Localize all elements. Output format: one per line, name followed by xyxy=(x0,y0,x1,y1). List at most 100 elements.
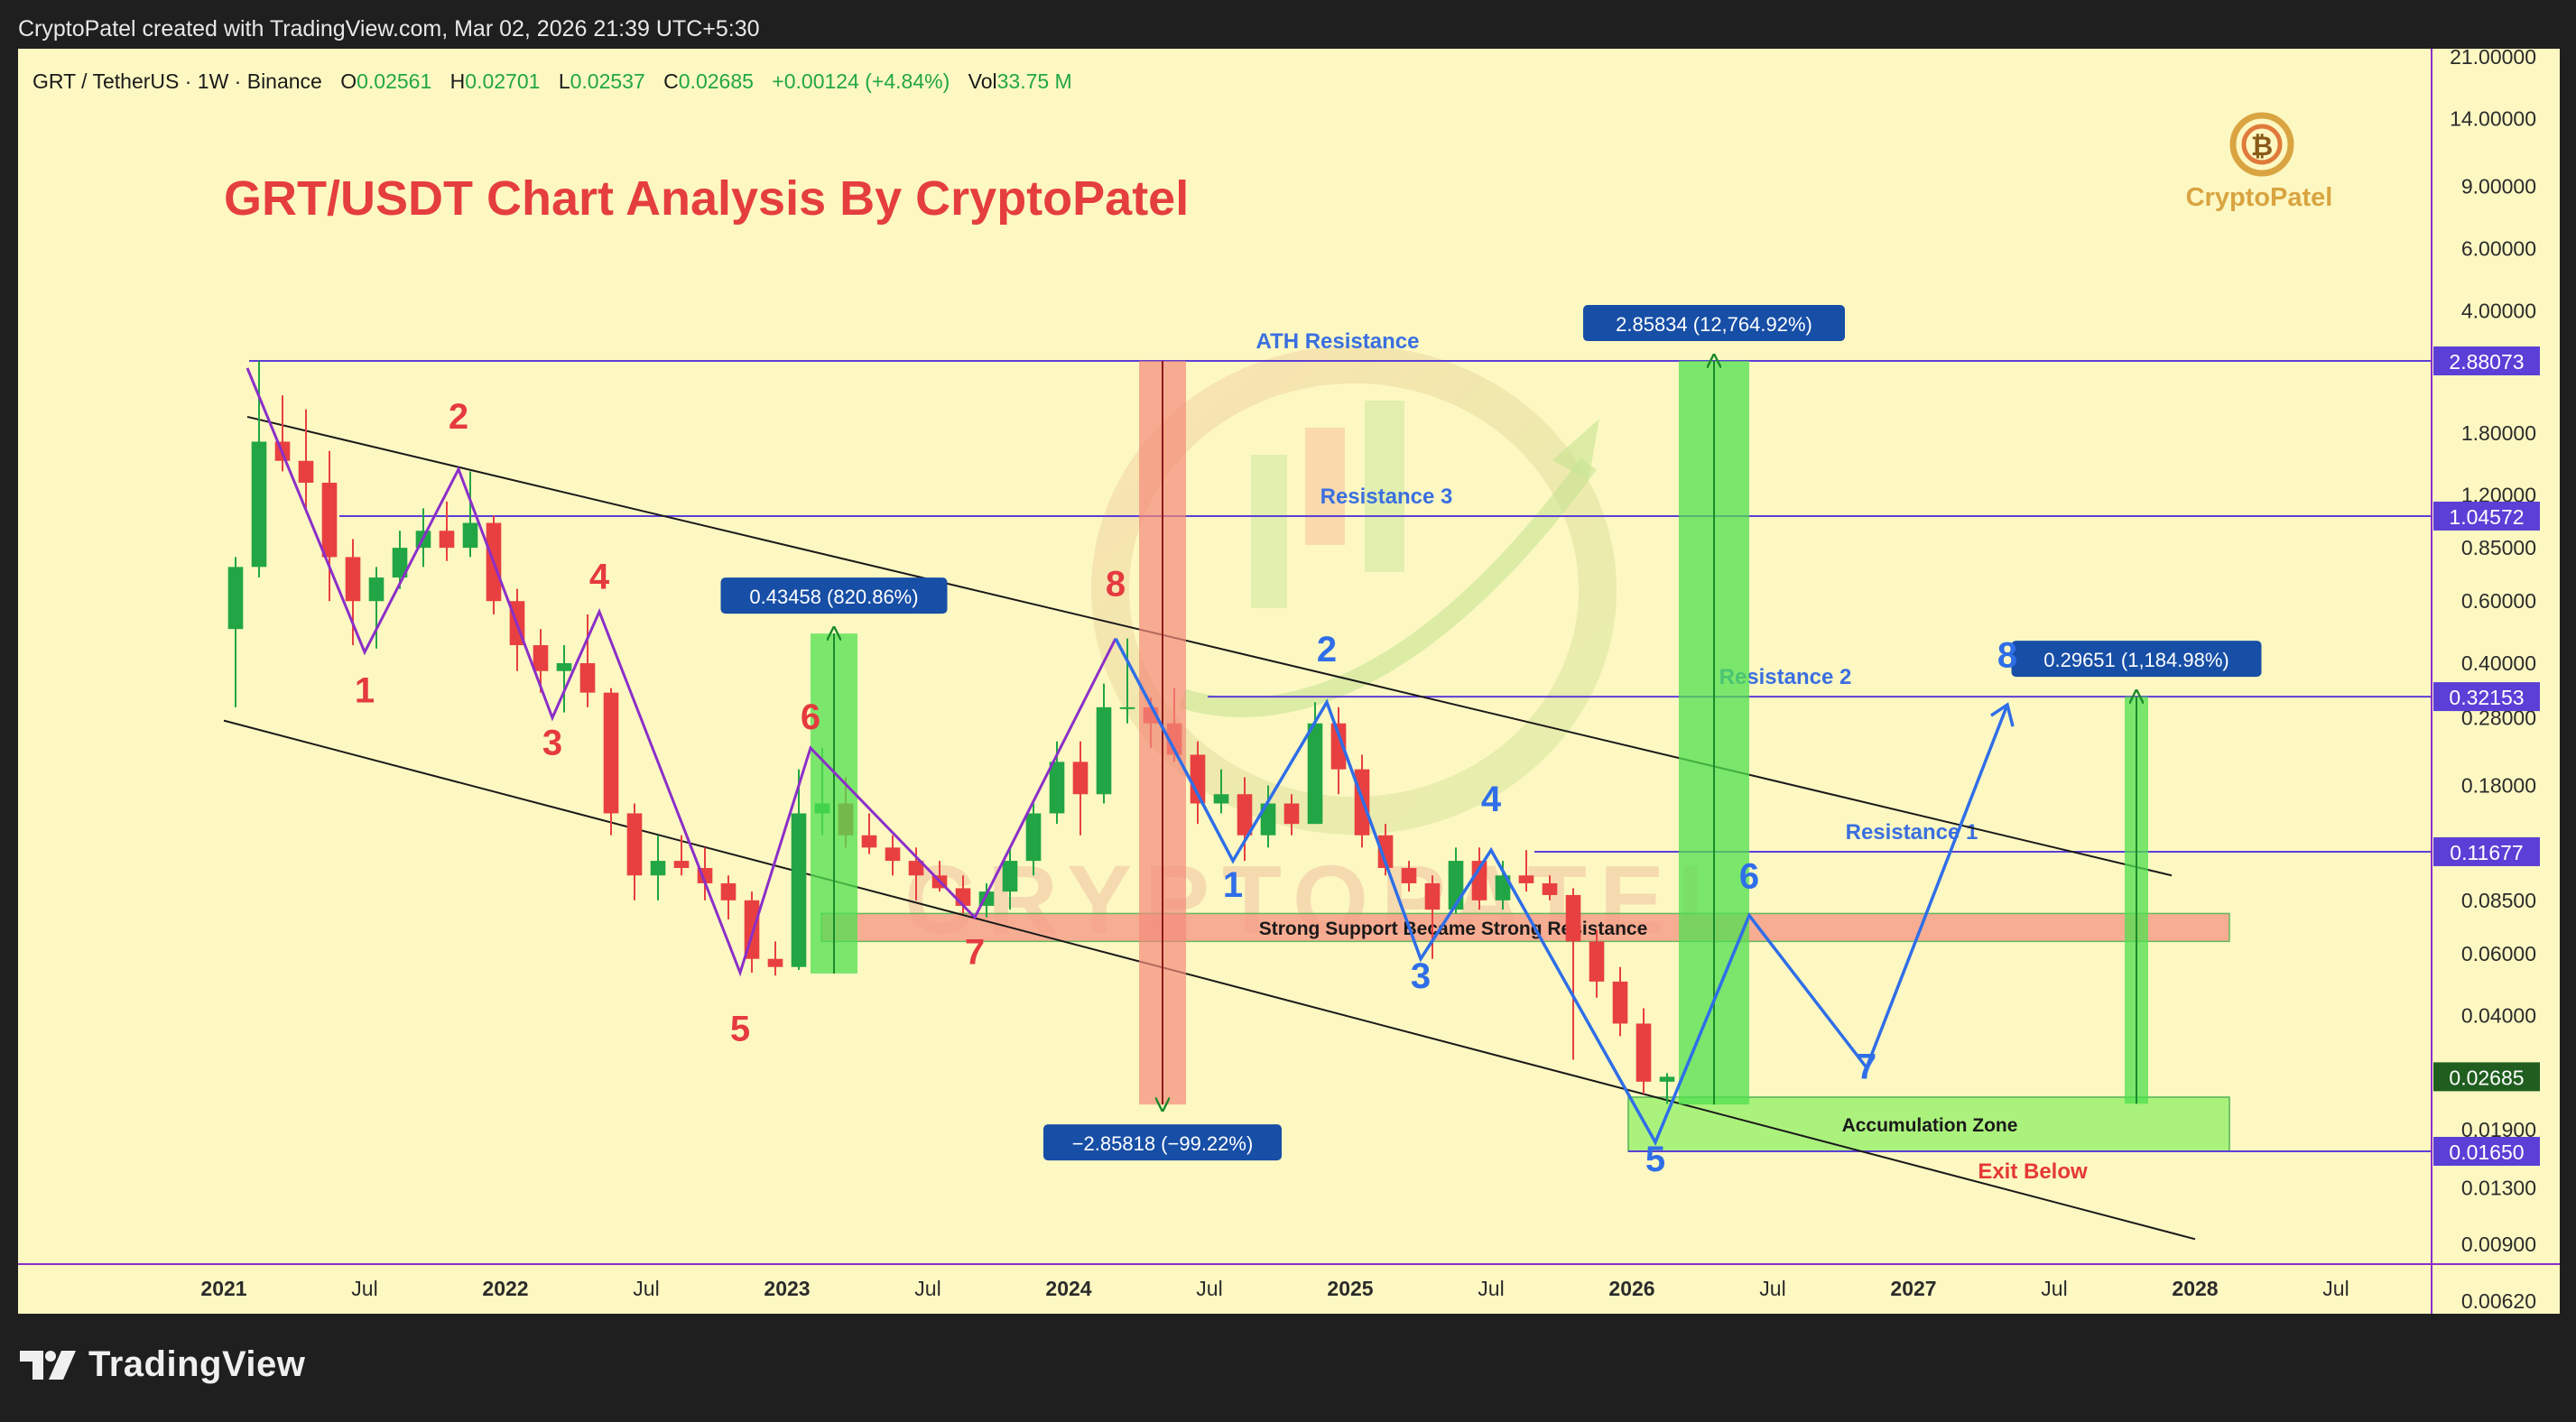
candle-2026-01 xyxy=(1635,1008,1652,1094)
channel-line-upper xyxy=(246,415,2173,877)
ohlc-legend: GRT / TetherUS · 1W · Binance O0.02561 H… xyxy=(32,69,1072,93)
candle-body xyxy=(955,888,971,906)
high-label: H xyxy=(450,69,466,93)
candle-2025-04 xyxy=(1424,875,1441,959)
time-tick-label: 2022 xyxy=(482,1277,528,1300)
candle-body xyxy=(1119,706,1135,709)
past-wave-label-2: 2 xyxy=(449,397,468,437)
price-badge xyxy=(2433,1137,2540,1166)
candle-body xyxy=(321,483,338,558)
candle-body xyxy=(1659,1076,1675,1082)
candle-body xyxy=(908,861,924,876)
candle-2022-01 xyxy=(509,588,525,671)
candle-2021-04 xyxy=(298,409,314,509)
candle-2022-02 xyxy=(533,629,549,693)
candle-2022-04 xyxy=(579,614,596,707)
price-tick-label: 0.00620 xyxy=(2461,1289,2536,1313)
candle-body xyxy=(1330,723,1347,770)
time-tick-label: 2024 xyxy=(1045,1277,1091,1300)
time-tick-label: 2027 xyxy=(1890,1277,1936,1300)
open-value: 0.02561 xyxy=(357,69,431,93)
candle-body xyxy=(251,441,267,568)
candle-body xyxy=(603,692,619,814)
price-tick-label: 14.00000 xyxy=(2450,107,2536,131)
candle-body xyxy=(1002,861,1018,892)
past-wave-label-5: 5 xyxy=(730,1009,750,1048)
watermark-graphic xyxy=(1091,346,1617,835)
measurement-box xyxy=(720,577,948,614)
measurement-label: 0.43458 (820.86%) xyxy=(749,586,918,608)
candle-2021-08 xyxy=(392,531,408,589)
time-tick-label: Jul xyxy=(1196,1277,1222,1300)
candlestick-series xyxy=(227,361,1675,1104)
candle-body xyxy=(1589,941,1605,982)
candle-body xyxy=(1025,813,1042,862)
candle-2022-05 xyxy=(603,688,619,836)
accumulation-zone-label: Accumulation Zone xyxy=(1842,1115,2018,1136)
candle-body xyxy=(1495,875,1511,900)
candle-body xyxy=(462,522,478,549)
candle-2023-10 xyxy=(1002,847,1018,910)
candle-2021-10 xyxy=(439,501,455,561)
candle-2024-03 xyxy=(1119,638,1135,724)
candle-body xyxy=(556,663,572,671)
candle-body xyxy=(1213,794,1229,804)
candle-body xyxy=(1518,875,1534,883)
candle-body xyxy=(298,460,314,484)
candle-2024-10 xyxy=(1283,794,1300,836)
time-tick-label: Jul xyxy=(2322,1277,2349,1300)
candle-2025-06 xyxy=(1471,847,1487,910)
time-tick-label: Jul xyxy=(1759,1277,1785,1300)
time-tick-label: 2025 xyxy=(1327,1277,1373,1300)
price-badge-label: 0.01650 xyxy=(2449,1140,2524,1164)
price-badge xyxy=(2433,682,2540,712)
past-wave-label-7: 7 xyxy=(965,933,985,973)
low-label: L xyxy=(559,69,570,93)
price-badge xyxy=(2433,501,2540,531)
measurement-box xyxy=(2011,641,2262,678)
measurement-4: 0.29651 (1,184.98%) xyxy=(2011,641,2262,1104)
candle-2021-03 xyxy=(274,395,291,472)
candle-body xyxy=(392,548,408,578)
tradingview-logo-icon xyxy=(20,1350,76,1380)
candle-2022-03 xyxy=(556,645,572,713)
price-tick-label: 0.18000 xyxy=(2461,774,2536,798)
tradingview-footer: TradingView xyxy=(20,1344,305,1385)
measurement-box xyxy=(1583,305,1845,342)
candle-2025-11 xyxy=(1589,929,1605,998)
measurement-3: 2.85834 (12,764.92%) xyxy=(1583,305,1845,1105)
candle-body xyxy=(1635,1023,1652,1082)
candle-2022-06 xyxy=(626,803,643,900)
candle-body xyxy=(791,813,807,967)
price-tick-label: 0.00900 xyxy=(2461,1233,2536,1256)
projection-wave-label-7: 7 xyxy=(1857,1048,1876,1087)
time-tick-label: 2021 xyxy=(200,1277,246,1300)
price-badge-label: 0.32153 xyxy=(2449,686,2524,709)
accumulation-zone xyxy=(1627,1096,2230,1152)
projection-wave-label-4: 4 xyxy=(1481,780,1502,819)
candle-body xyxy=(1190,754,1206,804)
candle-2024-08 xyxy=(1237,777,1253,862)
measurement-label: 0.29651 (1,184.98%) xyxy=(2043,649,2229,671)
change-value: +0.00124 (+4.84%) xyxy=(772,69,950,93)
price-badge xyxy=(2433,1062,2540,1092)
candle-body xyxy=(1072,762,1089,795)
price-tick-label: 4.00000 xyxy=(2461,299,2536,322)
candle-body xyxy=(368,577,385,602)
candle-body xyxy=(1612,981,1628,1024)
candle-body xyxy=(1565,894,1581,942)
price-badge-label: 1.04572 xyxy=(2449,505,2524,529)
past-wave-label-1: 1 xyxy=(355,670,375,710)
price-tick-label: 6.00000 xyxy=(2461,236,2536,260)
price-tick-label: 0.60000 xyxy=(2461,589,2536,613)
price-badge-label: 2.88073 xyxy=(2449,350,2524,374)
low-value: 0.02537 xyxy=(570,69,645,93)
candle-2022-10 xyxy=(720,875,737,920)
candle-body xyxy=(1260,803,1276,836)
measurement-label: 2.85834 (12,764.92%) xyxy=(1616,313,1812,336)
candle-2026-02 xyxy=(1659,1073,1675,1104)
candle-2025-09 xyxy=(1542,875,1558,900)
projection-wave-label-2: 2 xyxy=(1317,630,1337,669)
volume-value: 33.75 M xyxy=(997,69,1072,93)
time-tick-label: Jul xyxy=(914,1277,941,1300)
